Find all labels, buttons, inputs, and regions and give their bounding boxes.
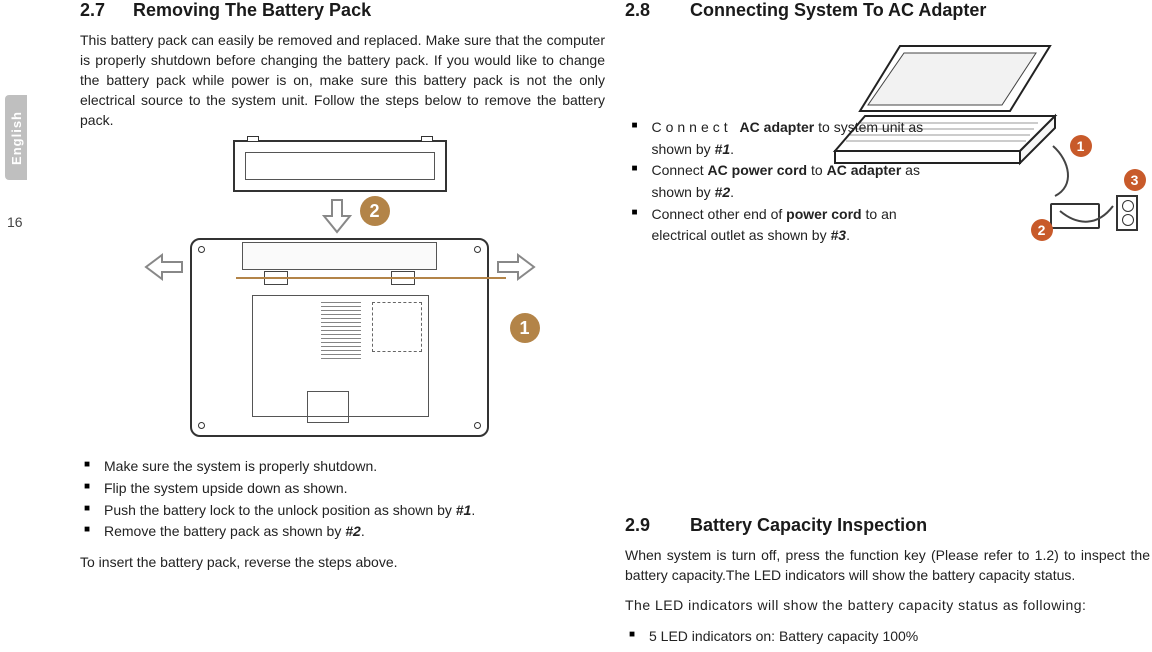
section-title: Removing The Battery Pack	[133, 0, 371, 20]
page-number: 16	[7, 214, 23, 230]
list-item: 4 LED indicators on: Battery capacity 80…	[643, 647, 1150, 652]
section-2-9-heading: 2.9 Battery Capacity Inspection	[625, 515, 1150, 536]
battery-pack-drawing	[233, 140, 447, 192]
callout-2-icon: 2	[360, 196, 390, 226]
arrow-left-icon	[142, 252, 184, 282]
section-number: 2.9	[625, 515, 685, 536]
list-item: Make sure the system is properly shutdow…	[98, 456, 605, 478]
section-2-7-outro: To insert the battery pack, reverse the …	[80, 553, 605, 573]
language-tab-label: English	[9, 111, 24, 165]
figure-battery-removal: 2 1	[138, 140, 548, 440]
section-title: Connecting System To AC Adapter	[690, 0, 986, 20]
section-number: 2.8	[625, 0, 685, 21]
section-number: 2.7	[80, 0, 128, 21]
manual-page: English 16 2.7 Removing The Battery Pack…	[0, 0, 1152, 652]
section-2-8-heading: 2.8 Connecting System To AC Adapter	[625, 0, 1150, 21]
section-2-9-p2: The LED indicators will show the battery…	[625, 596, 1150, 616]
section-2-8-steps: Connect AC adapter to system unit as sho…	[628, 113, 938, 257]
section-2-9-p1: When system is turn off, press the funct…	[625, 546, 1150, 586]
section-2-7-heading: 2.7 Removing The Battery Pack	[80, 0, 605, 21]
left-column: 2.7 Removing The Battery Pack This batte…	[80, 0, 605, 583]
list-item: Push the battery lock to the unlock posi…	[98, 500, 605, 522]
callout-3-icon: 3	[1124, 169, 1146, 191]
callout-1-icon: 1	[1070, 135, 1092, 157]
list-item: Connect AC adapter to system unit as sho…	[646, 117, 938, 160]
list-item: Connect AC power cord to AC adapter as s…	[646, 160, 938, 203]
section-2-7-intro: This battery pack can easily be removed …	[80, 31, 605, 130]
laptop-bottom-drawing	[190, 238, 489, 437]
wall-outlet-drawing	[1116, 195, 1138, 231]
callout-1-icon: 1	[510, 313, 540, 343]
figure-ac-adapter: 1 2 3 Connect AC adapter to system unit …	[628, 31, 1148, 243]
section-2-9-list: 5 LED indicators on: Battery capacity 10…	[625, 626, 1150, 652]
list-item: 5 LED indicators on: Battery capacity 10…	[643, 626, 1150, 648]
language-tab: English	[5, 95, 27, 180]
section-2-9: 2.9 Battery Capacity Inspection When sys…	[625, 515, 1150, 652]
callout-2-icon: 2	[1031, 219, 1053, 241]
list-item: Connect other end of power cord to an el…	[646, 204, 938, 247]
section-2-7-steps: Make sure the system is properly shutdow…	[80, 456, 605, 543]
callout-line	[236, 277, 506, 279]
section-title: Battery Capacity Inspection	[690, 515, 927, 535]
arrow-down-icon	[320, 198, 354, 236]
list-item: Flip the system upside down as shown.	[98, 478, 605, 500]
list-item: Remove the battery pack as shown by #2.	[98, 521, 605, 543]
right-column: 2.8 Connecting System To AC Adapter	[625, 0, 1150, 652]
